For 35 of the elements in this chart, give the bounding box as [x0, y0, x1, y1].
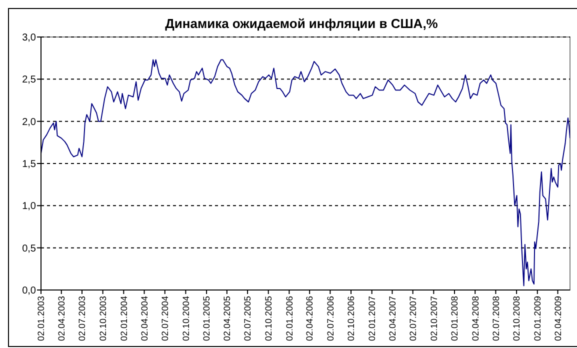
x-tick-label: 02.10.2007: [428, 296, 439, 342]
x-tick-label: 02.01.2003: [36, 296, 46, 342]
x-tick-label: 02.01.2006: [284, 296, 294, 342]
x-tick-label: 02.04.2003: [56, 296, 67, 342]
y-tick-label: 2,0: [22, 116, 36, 128]
x-tick-label: 02.07.2005: [242, 296, 253, 342]
line-series: [41, 59, 570, 286]
x-tick-label: 02.01.2009: [532, 296, 543, 342]
y-tick-label: 0,5: [22, 243, 36, 254]
chart-title: Динамика ожидаемой инфляции в США,%: [165, 16, 438, 31]
x-tick-label: 02.07.2007: [408, 296, 418, 342]
y-tick-label: 3,0: [22, 32, 36, 44]
x-tick-label: 02.10.2004: [180, 296, 191, 342]
x-tick-label: 02.04.2007: [387, 296, 398, 342]
y-tick-label: 1,5: [22, 159, 36, 170]
x-tick-label: 02.07.2008: [490, 296, 501, 342]
x-tick-label: 02.04.2004: [139, 296, 150, 342]
x-tick-label: 02.10.2005: [264, 296, 274, 342]
x-tick-label: 02.01.2007: [367, 296, 377, 342]
x-tick-label: 02.01.2008: [450, 296, 460, 342]
x-tick-label: 02.10.2008: [512, 296, 522, 342]
x-tick-label: 02.10.2003: [98, 296, 108, 342]
x-tick-label: 02.07.2006: [325, 296, 336, 342]
x-tick-label: 02.04.2009: [552, 296, 563, 342]
x-tick-label: 02.04.2006: [304, 296, 315, 342]
y-tick-label: 0,0: [22, 286, 36, 296]
x-tick-label: 02.01.2004: [118, 296, 129, 342]
x-tick-label: 02.07.2003: [77, 296, 88, 342]
x-tick-label: 02.01.2005: [202, 296, 212, 342]
x-tick-label: 02.07.2004: [160, 296, 170, 342]
x-tick-label: 02.04.2005: [222, 296, 232, 342]
x-tick-label: 02.04.2008: [470, 296, 480, 342]
y-tick-label: 2,5: [22, 74, 36, 86]
x-tick-label: 02.10.2006: [346, 296, 356, 342]
y-tick-label: 1,0: [22, 201, 36, 212]
